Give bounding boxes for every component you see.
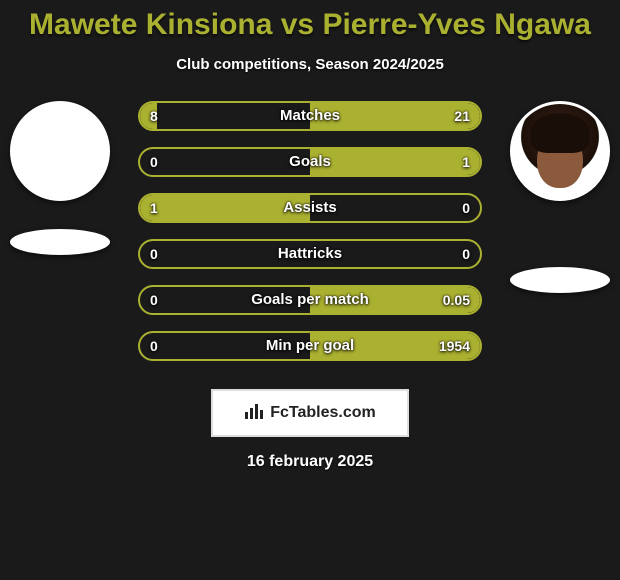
stat-row: 821Matches (138, 101, 482, 131)
player-right-column (500, 101, 620, 293)
site-badge-label: FcTables.com (270, 404, 376, 422)
stat-label: Hattricks (140, 241, 480, 267)
stat-row: 10Assists (138, 193, 482, 223)
stat-label: Goals (140, 149, 480, 175)
stat-label: Assists (140, 195, 480, 221)
stat-row: 01Goals (138, 147, 482, 177)
stat-bars: 821Matches 01Goals 10Assists 00Hattricks 00.… (138, 101, 482, 377)
footer-date: 16 february 2025 (0, 453, 620, 471)
comparison-main: 821Matches 01Goals 10Assists 00Hattricks 00.… (0, 101, 620, 381)
comparison-subtitle: Club competitions, Season 2024/2025 (0, 56, 620, 73)
player-left-column (0, 101, 120, 255)
site-badge[interactable]: FcTables.com (211, 389, 409, 437)
chart-icon (244, 402, 264, 425)
stat-label: Matches (140, 103, 480, 129)
stat-row: 00.05Goals per match (138, 285, 482, 315)
player-right-avatar (510, 101, 610, 201)
comparison-title: Mawete Kinsiona vs Pierre-Yves Ngawa (0, 0, 620, 42)
player-left-badge (10, 229, 110, 255)
stat-label: Min per goal (140, 333, 480, 359)
stat-label: Goals per match (140, 287, 480, 313)
player-right-badge (510, 267, 610, 293)
player-left-avatar (10, 101, 110, 201)
stat-row: 01954Min per goal (138, 331, 482, 361)
stat-row: 00Hattricks (138, 239, 482, 269)
